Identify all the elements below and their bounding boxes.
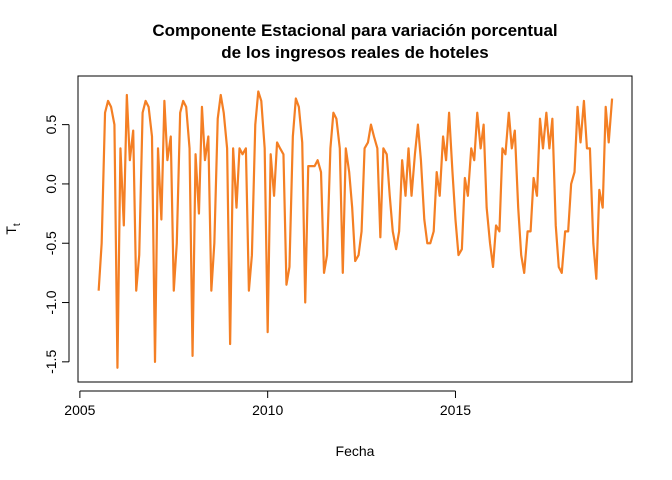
y-tick-label: -0.5	[43, 231, 59, 255]
series-line	[97, 90, 614, 369]
y-tick-label: 0.5	[43, 115, 59, 135]
y-tick-label: -1.5	[43, 350, 59, 374]
y-axis-label-main: T	[3, 226, 19, 235]
x-axis-label: Fecha	[336, 443, 375, 459]
chart-title: Componente Estacional para variación por…	[152, 21, 557, 40]
y-axis-label-sub: t	[12, 223, 23, 226]
plot-box	[77, 75, 633, 383]
x-tick-label: 2010	[252, 402, 283, 418]
x-tick-label: 2015	[440, 402, 471, 418]
y-axis-label: Tt	[3, 223, 23, 235]
chart-title: de los ingresos reales de hoteles	[221, 43, 488, 62]
x-tick-label: 2005	[64, 402, 95, 418]
y-tick-label: 0.0	[43, 174, 59, 194]
y-tick-label: -1.0	[43, 290, 59, 314]
